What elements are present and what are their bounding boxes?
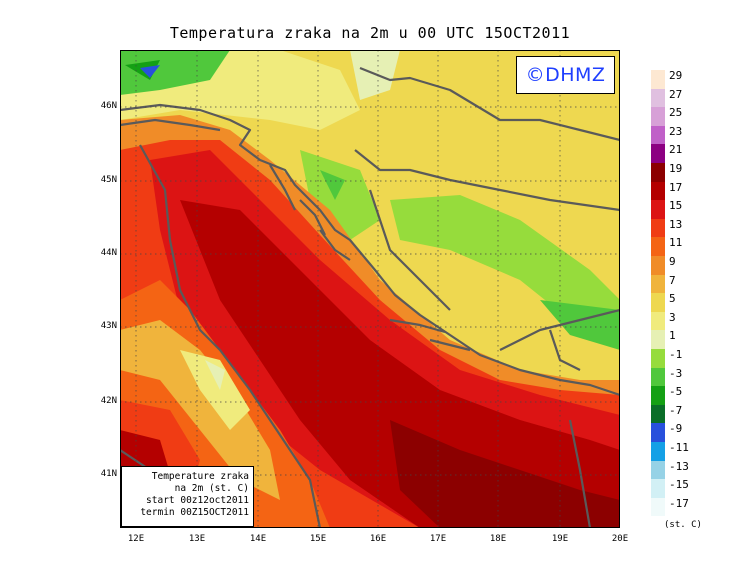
legend-label: -7 <box>669 403 683 417</box>
lat-label: 45N <box>100 175 117 185</box>
legend-label: 25 <box>669 106 683 120</box>
legend-label: -1 <box>669 348 683 361</box>
legend-swatch <box>651 107 665 126</box>
info-line-1: Temperature zraka <box>151 471 249 482</box>
lat-label: 41N <box>100 469 117 479</box>
legend-label: -15 <box>669 478 689 492</box>
legend-swatch <box>651 349 665 368</box>
legend-swatch <box>651 256 665 275</box>
legend-label: 9 <box>669 255 676 268</box>
legend-swatch <box>651 218 665 238</box>
lon-label: 19E <box>551 534 569 544</box>
legend-label: 11 <box>669 236 683 250</box>
lat-label: 43N <box>100 321 117 331</box>
legend-swatch <box>651 237 665 256</box>
legend-swatch <box>651 479 665 498</box>
info-line-2: na 2m (st. C) <box>174 483 249 494</box>
legend-label: 27 <box>669 87 683 101</box>
legend-label: 21 <box>669 143 683 157</box>
legend-label: -3 <box>669 366 683 380</box>
legend-swatch <box>651 293 665 312</box>
legend-swatch <box>651 386 665 405</box>
lon-label: 15E <box>309 534 327 544</box>
legend-swatch <box>651 497 665 517</box>
legend-swatch <box>651 367 665 387</box>
map-title: Temperatura zraka na 2m u 00 UTC 15OCT20… <box>169 24 571 42</box>
legend-swatch <box>651 144 665 163</box>
legend-swatch <box>651 125 665 145</box>
lon-label: 13E <box>188 534 206 544</box>
legend-label: 15 <box>669 199 683 213</box>
info-line-4: termin 00Z15OCT2011 <box>140 507 249 518</box>
legend-label: 17 <box>669 180 683 194</box>
legend-label: 3 <box>669 310 676 324</box>
info-line-3: start 00z12oct2011 <box>146 495 249 506</box>
legend-swatch <box>651 163 665 182</box>
legend-label: -13 <box>669 459 689 473</box>
legend-swatch <box>651 70 665 89</box>
lon-label: 12E <box>127 534 145 544</box>
legend-swatch <box>651 311 665 331</box>
legend-label: 5 <box>669 292 676 306</box>
legend-unit: (st. C) <box>664 520 702 530</box>
temperature-map <box>120 50 620 528</box>
legend-label: 29 <box>669 69 683 82</box>
legend-swatch <box>651 330 665 349</box>
lat-label: 46N <box>100 101 117 111</box>
lat-label: 42N <box>100 396 117 406</box>
legend-swatch <box>651 274 665 294</box>
legend-swatch <box>651 88 665 108</box>
lat-label: 44N <box>100 248 117 258</box>
legend-label: 19 <box>669 162 683 175</box>
dhmz-logo: ©DHMZ <box>516 56 615 94</box>
legend-label: 7 <box>669 273 676 287</box>
lon-label: 16E <box>369 534 387 544</box>
legend-swatch <box>651 442 665 461</box>
legend-label: 1 <box>669 329 676 343</box>
info-box: Temperature zraka na 2m (st. C) start 00… <box>121 466 254 527</box>
legend-label: -5 <box>669 385 683 399</box>
legend-label: 23 <box>669 124 683 138</box>
legend-swatch <box>651 404 665 424</box>
lon-label: 17E <box>429 534 447 544</box>
legend-label: -11 <box>669 441 689 454</box>
temperature-field <box>120 50 620 528</box>
legend-label: -9 <box>669 422 683 436</box>
legend-swatch <box>651 460 665 480</box>
legend-label: 13 <box>669 217 683 231</box>
lon-label: 18E <box>489 534 507 544</box>
legend-swatch <box>651 200 665 219</box>
legend-swatch <box>651 423 665 442</box>
legend-swatch <box>651 181 665 201</box>
legend-label: -17 <box>669 496 689 510</box>
lon-label: 20E <box>611 534 629 544</box>
lon-label: 14E <box>249 534 267 544</box>
